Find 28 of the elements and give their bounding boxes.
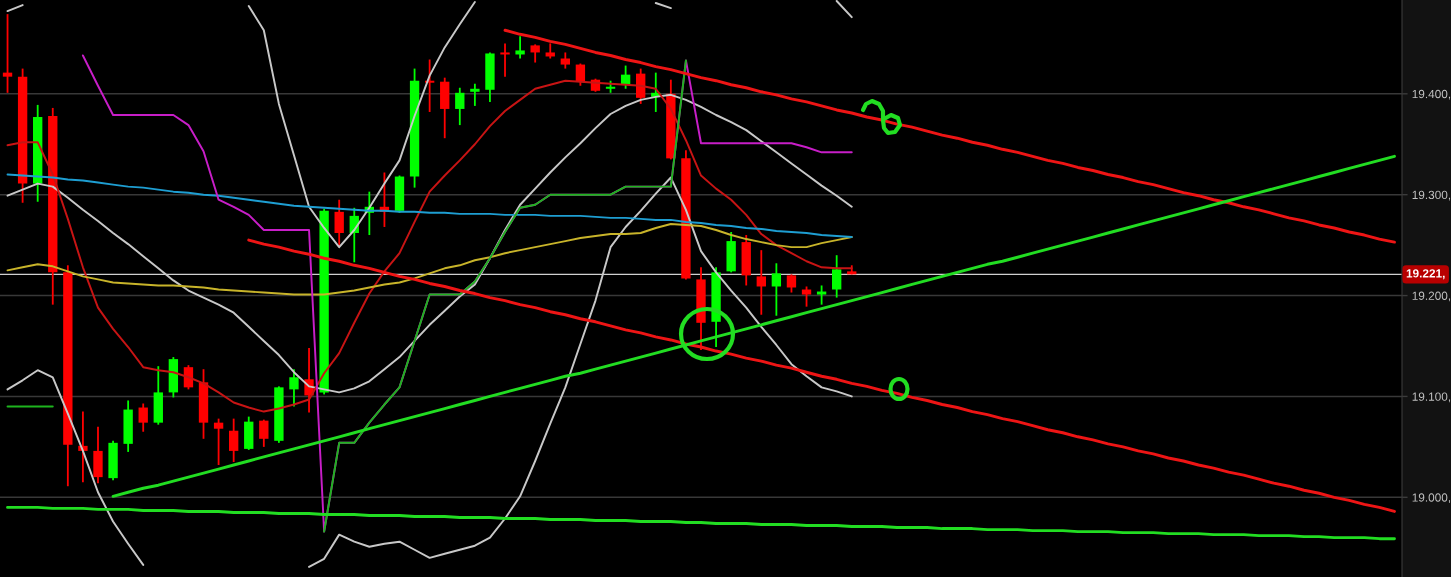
candlestick <box>786 273 797 294</box>
candlestick <box>816 284 827 306</box>
line-series <box>111 154 1396 498</box>
candlestick <box>515 35 525 60</box>
candlestick <box>530 43 540 64</box>
line-series <box>6 505 1396 541</box>
candlestick <box>138 402 148 433</box>
y-tick-label: 19.000, <box>1412 493 1451 504</box>
y-tick-label: 19.400, <box>1412 89 1451 100</box>
line-series <box>503 28 1396 244</box>
y-tick-label: 19.100, <box>1412 392 1451 403</box>
candlestick <box>228 417 239 463</box>
candlestick <box>259 418 269 448</box>
ref-line-label: 19.221, <box>1406 269 1445 280</box>
candlestick <box>2 13 13 94</box>
candlestick <box>832 254 842 299</box>
y-tick-label: 19.200, <box>1412 291 1451 302</box>
candlestick <box>455 86 465 126</box>
line-series <box>247 238 1396 513</box>
candlestick <box>801 285 812 308</box>
candlestick <box>771 262 782 317</box>
candlestick <box>213 417 224 466</box>
candlestick <box>756 249 766 316</box>
candlestick <box>470 82 480 107</box>
candlestick <box>289 368 299 408</box>
candlestick <box>500 42 510 78</box>
y-tick-label: 19.300, <box>1412 190 1451 201</box>
line-series <box>6 173 853 239</box>
